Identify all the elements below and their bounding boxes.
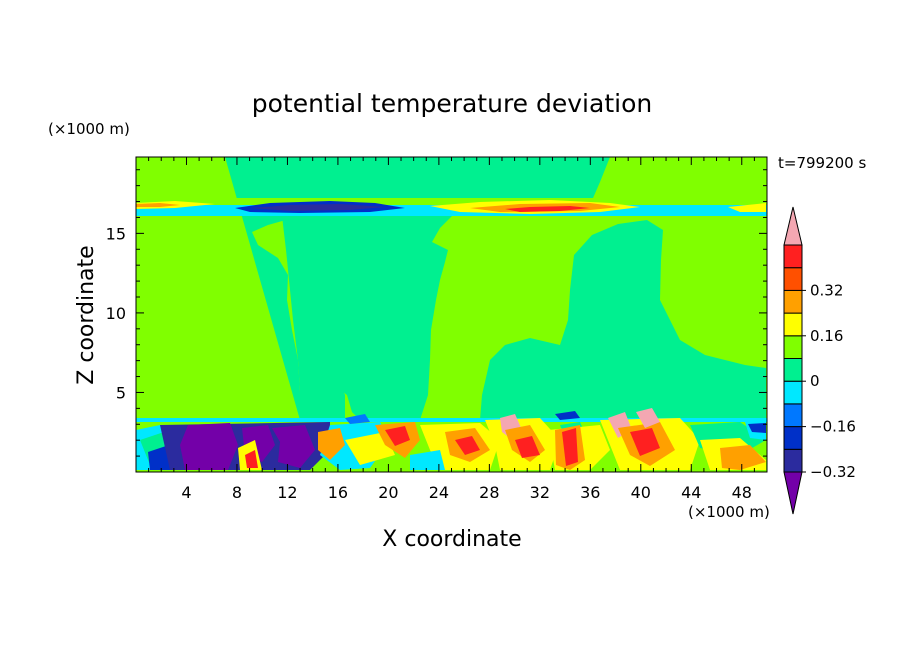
bl-red-2 — [385, 426, 410, 446]
colorbar-swatch — [783, 380, 803, 405]
bl-red-6 — [630, 428, 660, 456]
bl-blue-mid — [555, 411, 580, 420]
axes — [135, 156, 768, 473]
upper-red-right — [505, 206, 590, 212]
y-tick-label: 15 — [106, 224, 126, 243]
plume-right — [480, 220, 766, 420]
y-tick-label: 5 — [116, 383, 126, 402]
x-unit-label: (×1000 m) — [688, 503, 770, 521]
plume-top — [300, 157, 610, 205]
bl-purple-1 — [180, 423, 238, 470]
x-tick-label: 8 — [232, 483, 242, 502]
upper-orange-left — [136, 203, 180, 207]
time-label: t=799200 s — [778, 154, 866, 172]
x-tick-labels: 4 8 12 16 20 24 28 32 36 40 44 48 — [181, 483, 752, 502]
colorbar-label: 0.16 — [810, 327, 843, 345]
upper-band-cyan — [136, 205, 767, 216]
x-axis-label: X coordinate — [382, 527, 521, 552]
colorbar-label: 0 — [810, 372, 820, 390]
bl-blue-mid2 — [345, 414, 370, 424]
colorbar-swatch — [783, 403, 803, 428]
bl-cyan-2 — [410, 450, 445, 470]
colorbar-min-arrow — [783, 471, 803, 515]
x-tick-label: 16 — [328, 483, 348, 502]
colorbar-max-arrow — [783, 206, 803, 246]
colorbar-swatch — [783, 358, 803, 382]
colorbar-swatch — [783, 335, 803, 359]
y-tick-label: 10 — [106, 304, 126, 323]
y-tick-labels: 5 10 15 — [106, 224, 126, 402]
bl-topline — [136, 418, 767, 422]
contour-field — [136, 157, 767, 472]
x-tick-label: 12 — [277, 483, 297, 502]
x-tick-label: 40 — [631, 483, 651, 502]
bl-pink-3 — [636, 408, 660, 428]
colorbar: 0.32 0.16 0 −0.16 −0.32 — [783, 206, 856, 515]
x-tick-label: 4 — [181, 483, 191, 502]
chart-title: potential temperature deviation — [252, 89, 652, 118]
bl-orange-1 — [318, 428, 345, 460]
x-tick-label: 24 — [429, 483, 449, 502]
colorbar-label: −0.16 — [810, 418, 856, 436]
colorbar-swatch — [783, 312, 803, 337]
colorbar-swatch — [783, 448, 803, 473]
plume-center-a — [282, 216, 452, 420]
upper-band-green — [136, 198, 767, 205]
colorbar-label: −0.32 — [810, 463, 856, 481]
x-tick-label: 20 — [378, 483, 398, 502]
colorbar-label: 0.32 — [810, 281, 843, 299]
colorbar-swatch — [783, 426, 803, 450]
colorbar-swatch — [783, 289, 803, 314]
z-unit-label: (×1000 m) — [48, 120, 130, 138]
bl-yellow-1 — [345, 432, 395, 465]
bl-red-5 — [562, 428, 578, 466]
colorbar-swatch — [783, 267, 803, 291]
x-tick-label: 44 — [681, 483, 701, 502]
bl-blue-right — [748, 423, 766, 433]
y-axis-ticks — [136, 169, 767, 457]
x-tick-label: 28 — [479, 483, 499, 502]
x-tick-label: 48 — [732, 483, 752, 502]
bl-red-3 — [455, 436, 480, 455]
bl-red-gap — [245, 450, 258, 468]
x-axis-ticks — [148, 157, 755, 472]
colorbar-swatch — [783, 244, 803, 269]
bl-purple-3 — [272, 425, 315, 468]
bl-orange-7 — [720, 445, 766, 470]
bl-red-4 — [515, 436, 540, 458]
upper-yellow-farright — [728, 203, 766, 212]
upper-navy-lens — [250, 204, 385, 211]
y-axis-label: Z coordinate — [74, 245, 99, 384]
x-tick-label: 32 — [530, 483, 550, 502]
x-tick-label: 36 — [580, 483, 600, 502]
